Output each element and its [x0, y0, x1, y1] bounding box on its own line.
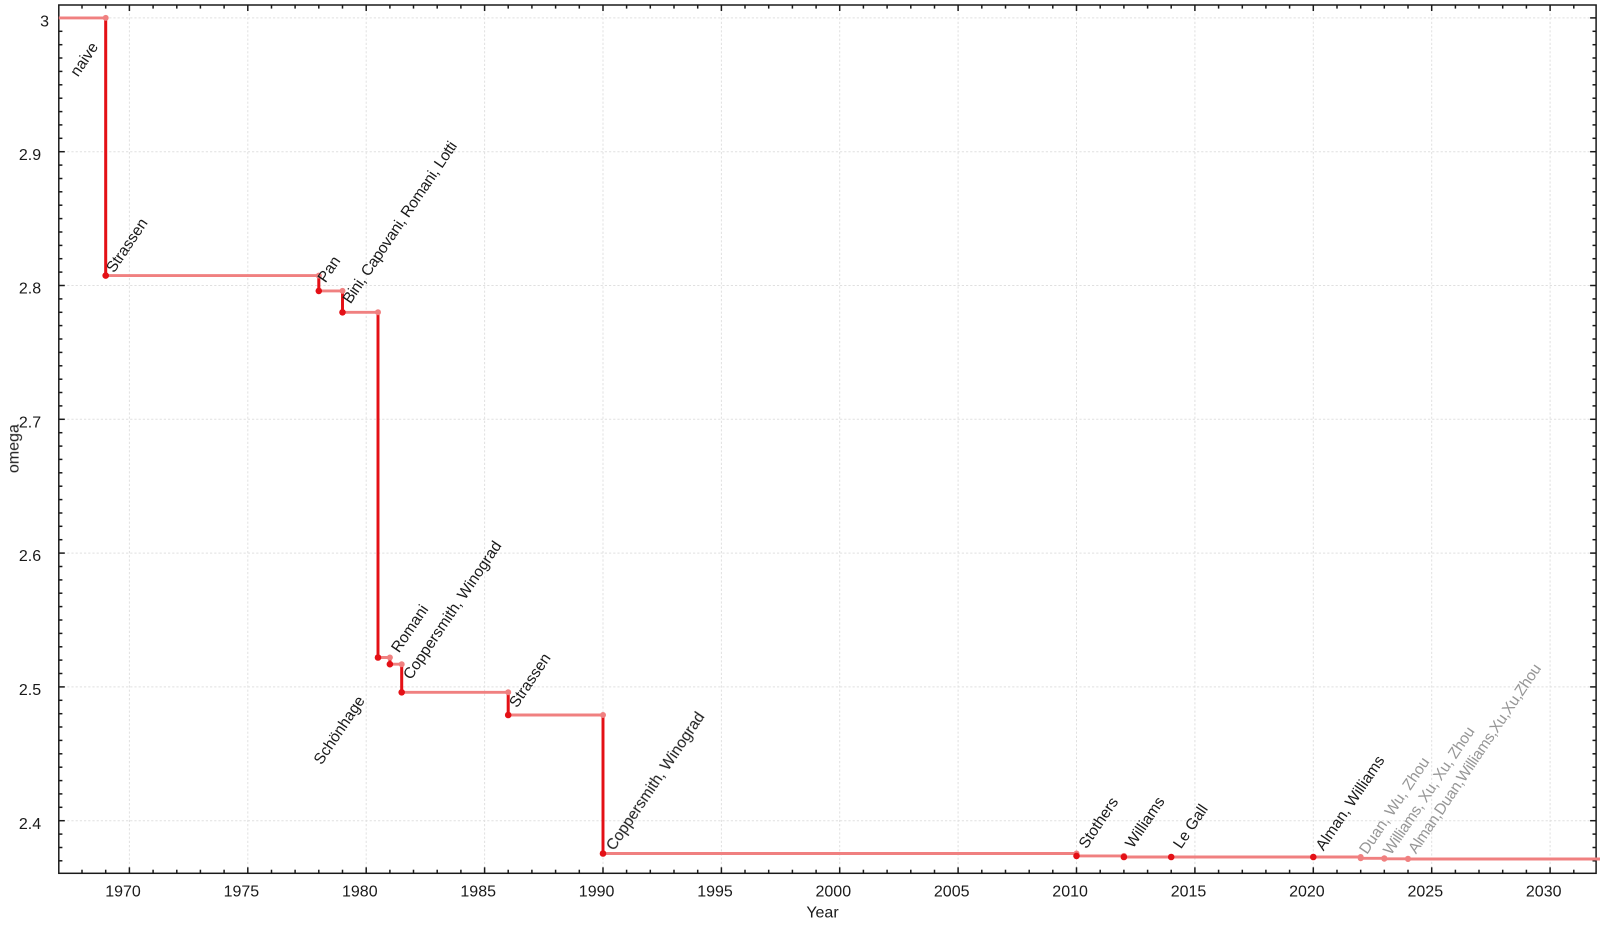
svg-text:3: 3 — [40, 14, 49, 31]
svg-text:1990: 1990 — [579, 884, 615, 901]
svg-text:1980: 1980 — [342, 884, 378, 901]
svg-text:2005: 2005 — [934, 884, 970, 901]
svg-text:2025: 2025 — [1408, 884, 1444, 901]
svg-text:2.9: 2.9 — [19, 147, 41, 164]
svg-text:2010: 2010 — [1052, 884, 1088, 901]
svg-text:2020: 2020 — [1289, 884, 1325, 901]
svg-text:2.5: 2.5 — [19, 682, 41, 699]
svg-text:2.7: 2.7 — [19, 414, 41, 431]
svg-text:2.4: 2.4 — [19, 816, 41, 833]
svg-text:omega: omega — [6, 424, 23, 473]
svg-text:2030: 2030 — [1526, 884, 1562, 901]
svg-text:1970: 1970 — [105, 884, 141, 901]
svg-text:2.6: 2.6 — [19, 548, 41, 565]
svg-text:Year: Year — [806, 905, 839, 921]
svg-text:2015: 2015 — [1171, 884, 1207, 901]
svg-text:1975: 1975 — [224, 884, 260, 901]
svg-text:2.8: 2.8 — [19, 281, 41, 298]
svg-text:1995: 1995 — [697, 884, 733, 901]
svg-text:2000: 2000 — [816, 884, 852, 901]
svg-text:1985: 1985 — [460, 884, 496, 901]
